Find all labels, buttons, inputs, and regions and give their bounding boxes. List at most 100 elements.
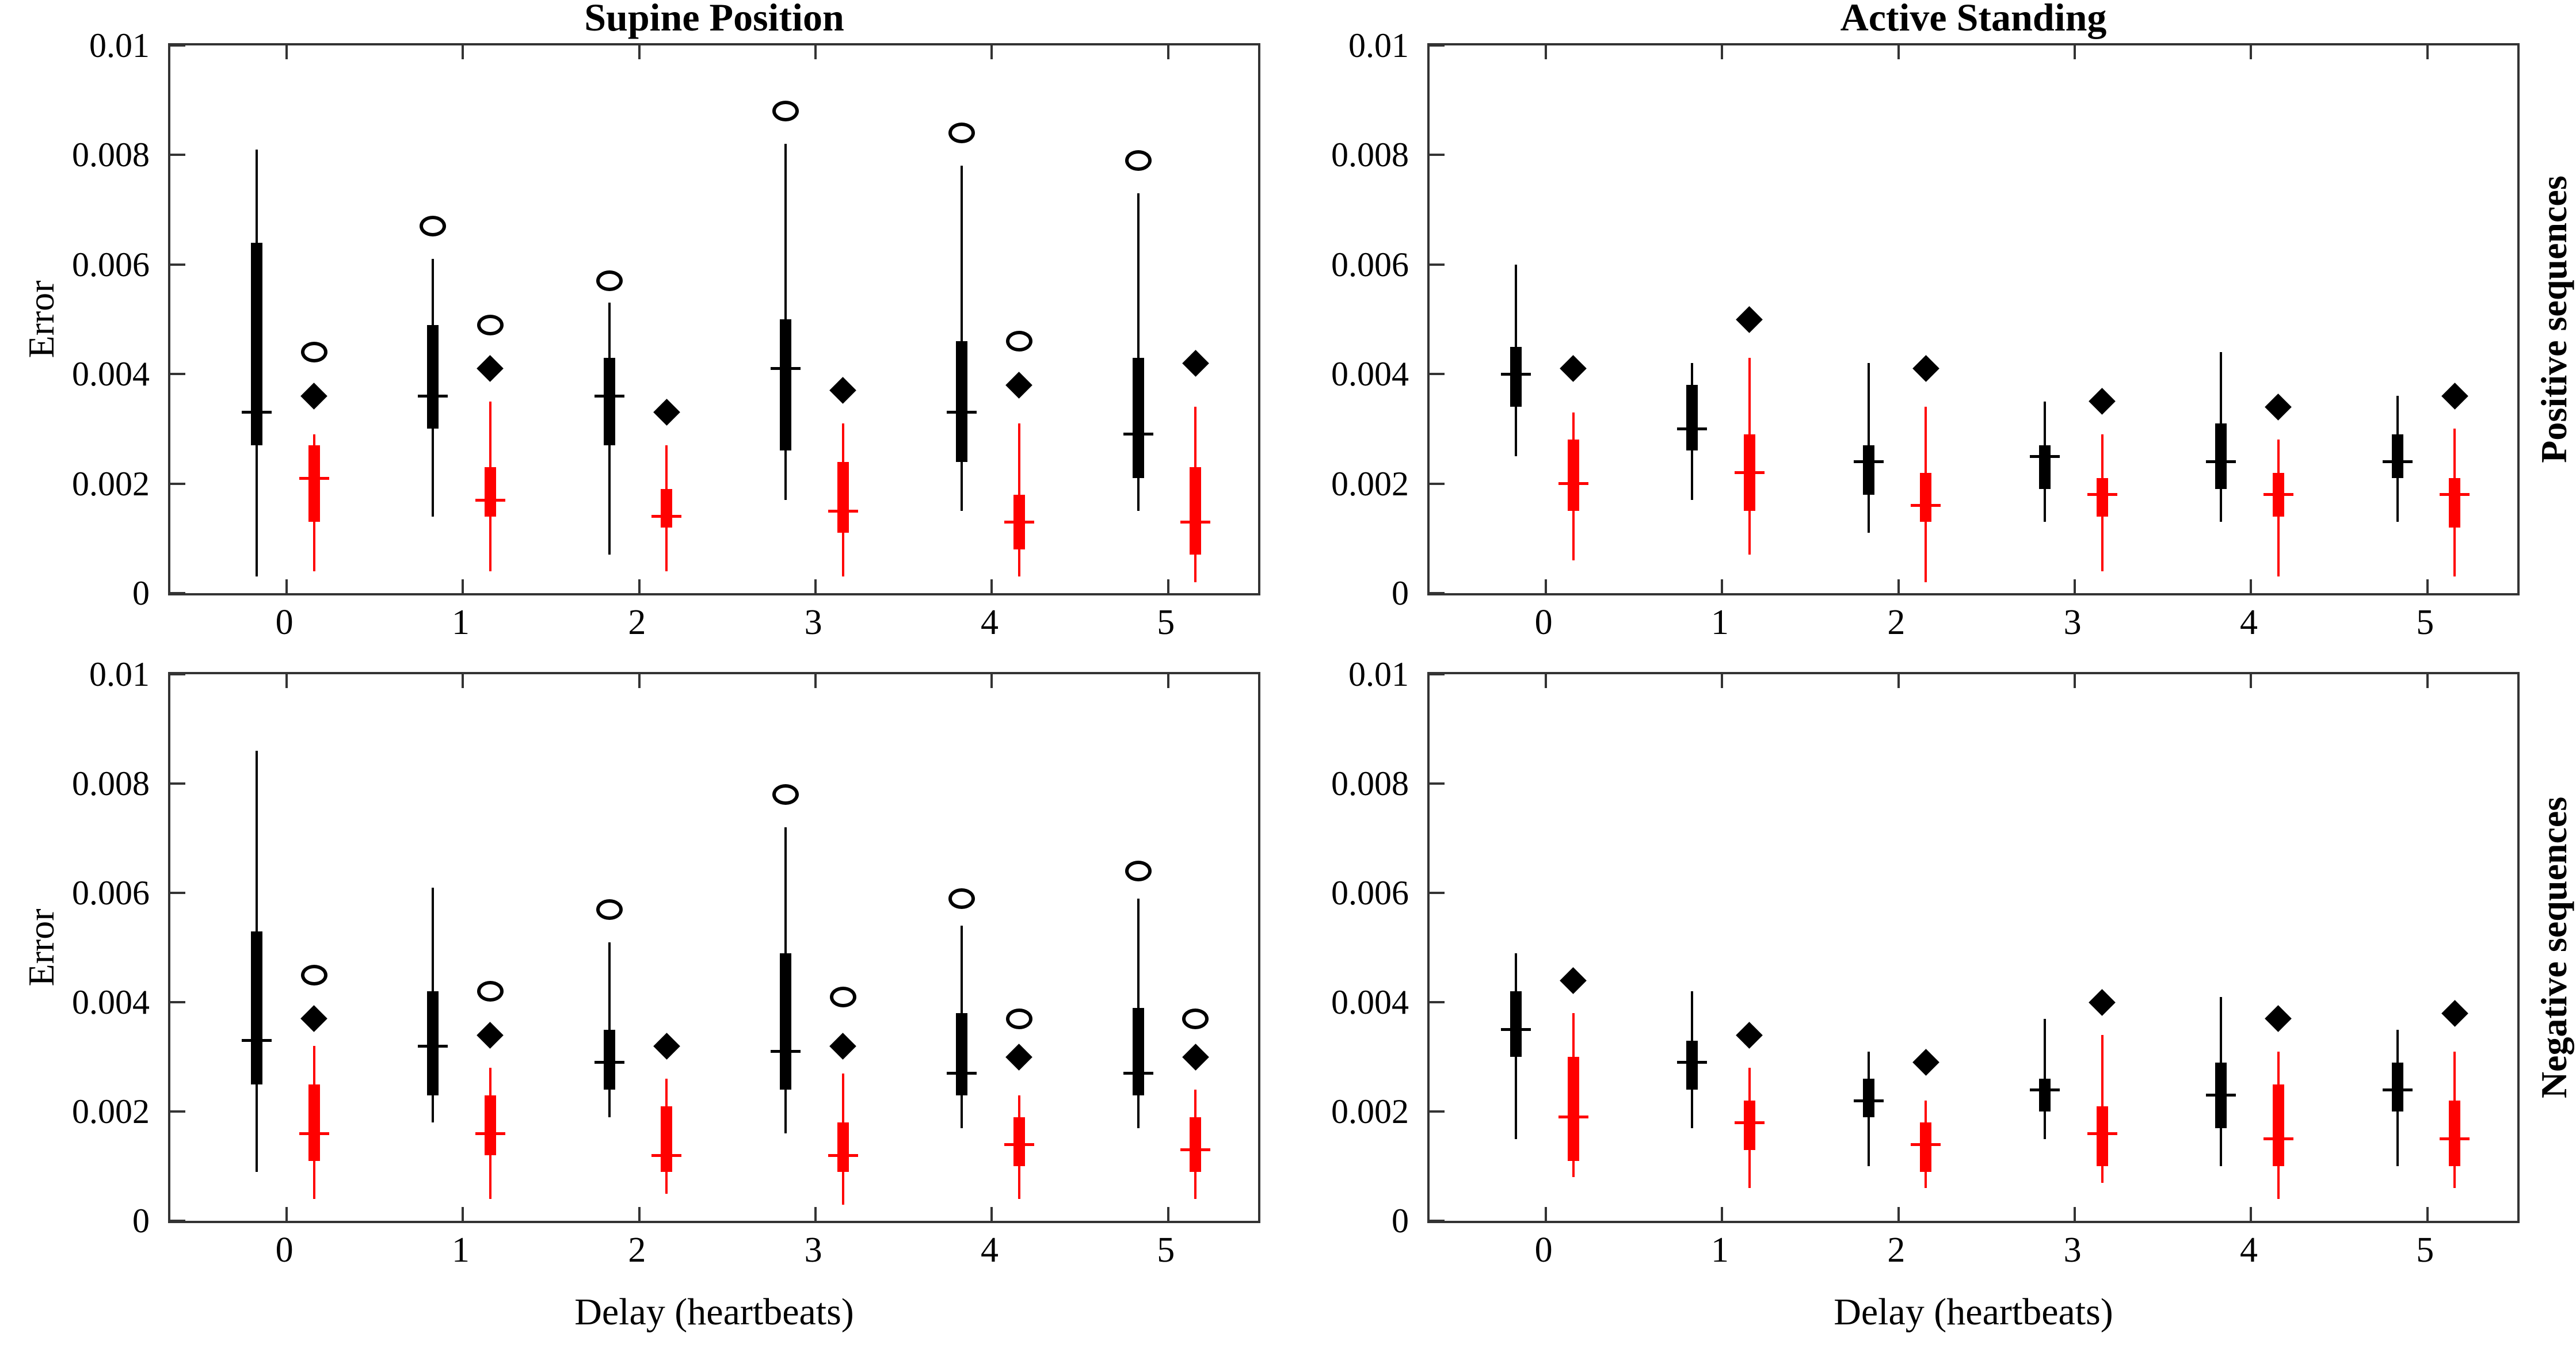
outlier-circle-marker (772, 784, 799, 805)
red-box (2272, 1084, 2284, 1166)
x-tick-label: 1 (1710, 603, 1729, 642)
diamond-marker (1182, 1043, 1209, 1071)
black-median-line (242, 411, 272, 414)
diamond-marker (1736, 1021, 1763, 1049)
red-box (1567, 440, 1579, 511)
diamond-marker (1005, 1043, 1033, 1071)
x-tick-top (2426, 45, 2429, 59)
x-tick-bottom (1897, 1207, 1900, 1221)
black-box (1510, 991, 1522, 1057)
red-median-line (828, 1153, 858, 1157)
y-tick-label: 0.01 (89, 26, 150, 64)
black-whisker (1137, 193, 1140, 511)
y-tick (1430, 782, 1445, 785)
x-tick-label: 5 (1157, 603, 1175, 642)
diamond-marker (2265, 393, 2292, 421)
diamond-marker (2441, 999, 2468, 1027)
black-box (603, 357, 615, 445)
diamond-marker (2265, 1005, 2292, 1032)
x-tick-bottom (814, 1207, 817, 1221)
black-median-line (1677, 427, 1708, 430)
y-tick (170, 1110, 185, 1113)
black-median-line (242, 1039, 272, 1042)
x-tick-bottom (285, 579, 288, 593)
x-tick-label: 0 (275, 1231, 294, 1270)
red-box (661, 1106, 673, 1172)
x-tick-bottom (2250, 579, 2253, 593)
panel-supine-positive (168, 43, 1260, 595)
y-tick-label: 0 (1392, 1202, 1409, 1240)
red-box (308, 445, 320, 522)
red-box (1190, 467, 1202, 555)
outlier-circle-marker (772, 101, 799, 122)
black-median-line (1677, 1061, 1708, 1064)
black-median-line (2206, 460, 2236, 464)
x-tick-label: 3 (2063, 1231, 2082, 1270)
black-whisker (961, 166, 963, 511)
outlier-circle-marker (1005, 1008, 1032, 1029)
black-box (251, 931, 263, 1084)
x-tick-top (1167, 45, 1169, 59)
y-tick (1430, 1110, 1445, 1113)
y-tick-label: 0.008 (72, 765, 150, 803)
y-tick-label: 0.004 (1331, 983, 1409, 1021)
panel-supine-negative (168, 672, 1260, 1223)
black-median-line (2030, 454, 2060, 458)
black-box (780, 953, 792, 1090)
row-label-positive-sequences: Positive sequences (2533, 175, 2574, 463)
x-tick-label: 0 (275, 603, 294, 642)
y-tick-label: 0 (132, 1202, 150, 1240)
black-median-line (2382, 1088, 2413, 1091)
diamond-marker (1182, 349, 1209, 377)
x-tick-label: 4 (980, 603, 999, 642)
red-median-line (828, 509, 858, 513)
x-tick-bottom (2426, 579, 2429, 593)
outlier-circle-marker (420, 216, 447, 237)
outlier-circle-marker (300, 342, 327, 363)
y-tick-label: 0 (1392, 574, 1409, 612)
y-tick (1430, 44, 1445, 47)
black-median-line (418, 1044, 448, 1048)
y-tick-label: 0.002 (1331, 1093, 1409, 1130)
red-box (1743, 1101, 1755, 1150)
black-median-line (1501, 1028, 1531, 1031)
black-box (251, 242, 263, 445)
x-tick-top (285, 45, 288, 59)
diamond-marker (829, 1032, 856, 1060)
red-median-line (1004, 1143, 1034, 1146)
red-median-line (1558, 1116, 1588, 1118)
black-box (2391, 1062, 2403, 1111)
black-median-line (2382, 460, 2413, 464)
red-median-line (2440, 493, 2470, 496)
black-box (2039, 445, 2051, 490)
diamond-marker (1736, 305, 1763, 333)
y-axis-label-top: Error (21, 280, 62, 358)
black-median-line (2206, 1094, 2236, 1097)
y-tick-label: 0.006 (1331, 245, 1409, 284)
x-axis-label-left: Delay (heartbeats) (574, 1291, 854, 1333)
y-tick-label: 0.01 (1348, 26, 1409, 64)
red-median-line (2263, 1137, 2293, 1140)
x-tick-bottom (1167, 579, 1169, 593)
red-box (1013, 1117, 1025, 1166)
x-tick-bottom (638, 1207, 641, 1221)
y-tick (170, 263, 185, 266)
x-tick-label: 1 (451, 1231, 470, 1270)
y-tick (1430, 673, 1445, 675)
x-tick-top (462, 674, 464, 688)
red-median-line (475, 1132, 505, 1135)
x-tick-bottom (990, 579, 993, 593)
x-tick-bottom (638, 579, 641, 593)
red-box (837, 1122, 849, 1172)
y-tick (1430, 263, 1445, 266)
y-tick-label: 0.002 (72, 464, 150, 503)
black-box (603, 1029, 615, 1090)
y-tick-label: 0.01 (89, 655, 150, 693)
red-median-line (2087, 493, 2117, 496)
x-tick-label: 0 (1534, 1231, 1553, 1270)
y-tick-label: 0.008 (1331, 765, 1409, 803)
outlier-circle-marker (1125, 150, 1152, 171)
red-median-line (1180, 520, 1211, 524)
x-tick-top (814, 45, 817, 59)
